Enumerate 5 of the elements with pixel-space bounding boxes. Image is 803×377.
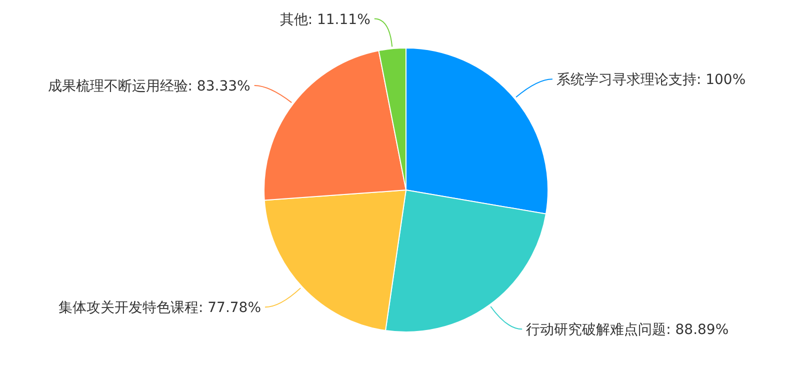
slice-label: 系统学习寻求理论支持: 100%	[556, 72, 746, 88]
slice-label: 其他: 11.11%	[280, 12, 370, 28]
slice-label: 行动研究破解难点问题: 88.89%	[526, 322, 729, 338]
slice-label: 成果梳理不断运用经验: 83.33%	[48, 78, 250, 95]
slice-label: 集体攻关开发特色课程: 77.78%	[58, 300, 262, 316]
